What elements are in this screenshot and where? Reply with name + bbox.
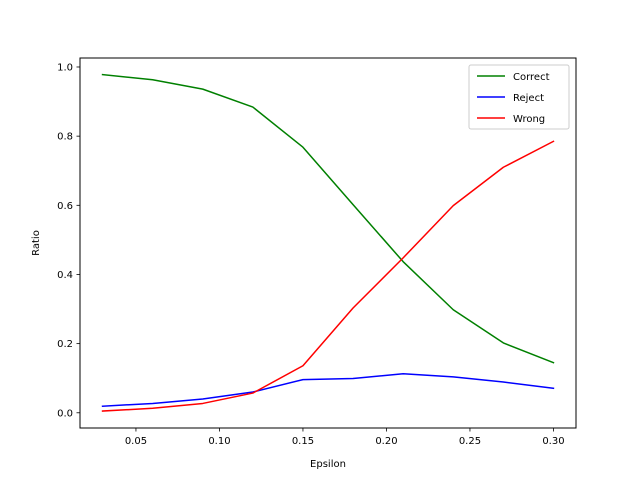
x-tick-label: 0.05 — [125, 436, 147, 447]
series-line-wrong — [101, 140, 555, 412]
legend: Correct Reject Wrong — [468, 64, 570, 130]
y-axis-ticks: 0.0 0.2 0.4 0.6 0.8 1.0 — [57, 62, 80, 419]
legend-label-wrong: Wrong — [513, 114, 545, 125]
legend-box — [468, 64, 570, 130]
y-tick-label: 0.8 — [57, 132, 73, 143]
x-tick-label: 0.20 — [375, 436, 397, 447]
x-axis-ticks: 0.05 0.10 0.15 0.20 0.25 0.30 — [125, 428, 565, 447]
y-tick-label: 0.0 — [57, 408, 73, 419]
x-tick-label: 0.25 — [459, 436, 481, 447]
y-tick-label: 0.6 — [57, 201, 73, 212]
x-tick-label: 0.30 — [542, 436, 564, 447]
y-tick-label: 0.2 — [57, 339, 73, 350]
x-tick-label: 0.10 — [208, 436, 230, 447]
y-axis-label: Ratio — [31, 230, 42, 256]
legend-label-correct: Correct — [513, 72, 550, 83]
axes-frame — [79, 57, 577, 429]
series-line-correct — [101, 73, 555, 364]
x-axis-label: Epsilon — [310, 459, 346, 470]
plot-area — [101, 73, 555, 412]
series-line-reject — [101, 372, 555, 408]
y-tick-label: 0.4 — [57, 270, 73, 281]
legend-label-reject: Reject — [513, 93, 544, 104]
x-tick-label: 0.15 — [292, 436, 314, 447]
y-tick-label: 1.0 — [57, 62, 73, 73]
